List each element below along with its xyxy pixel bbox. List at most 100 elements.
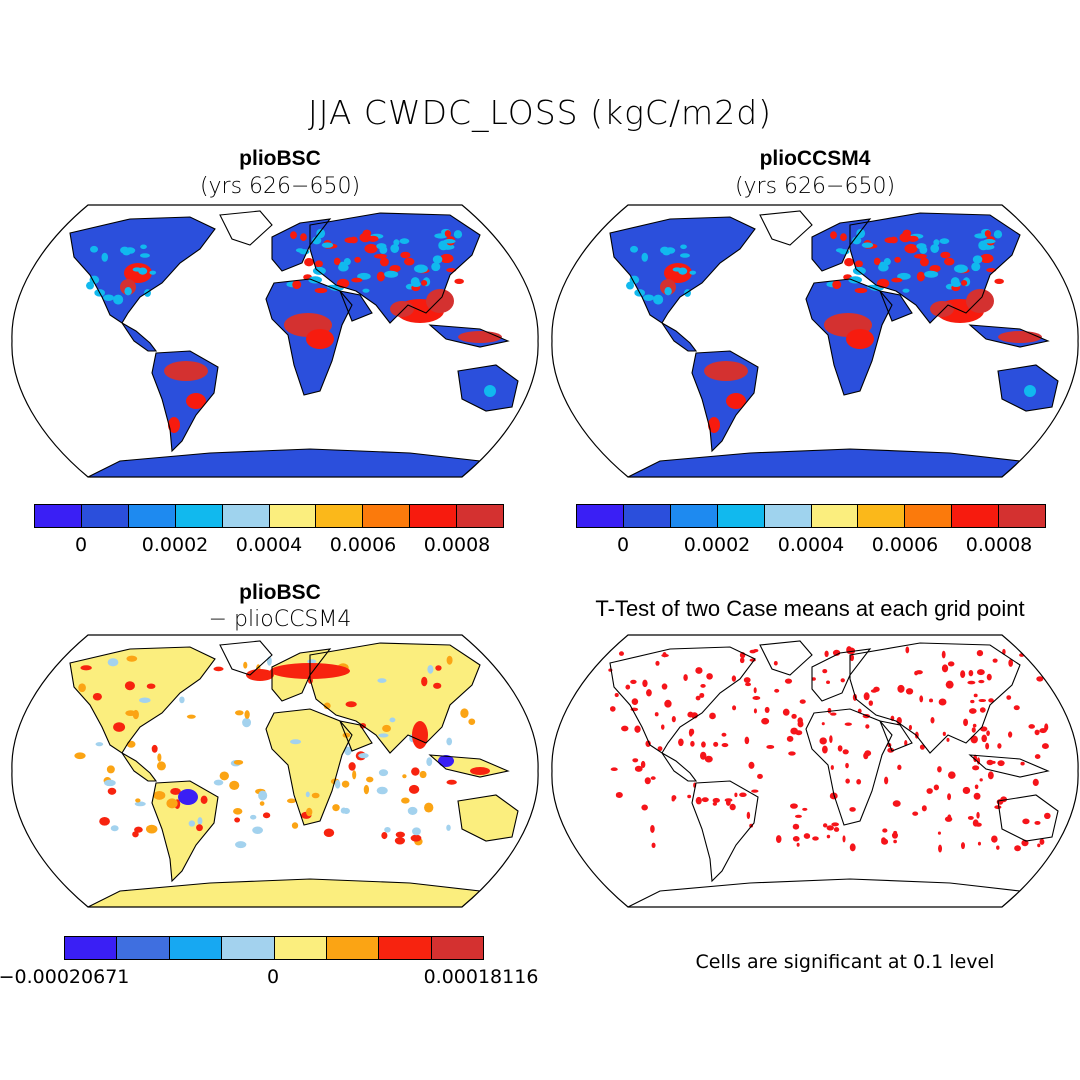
anomaly-cell xyxy=(306,807,313,817)
hotspot xyxy=(393,239,400,246)
hotspot xyxy=(306,329,334,349)
anomaly-cell xyxy=(107,787,117,795)
hotspot xyxy=(343,257,351,266)
colorbar-tick: 0.0006 xyxy=(329,534,397,556)
significant-cell xyxy=(824,650,829,658)
colorbar-tick: 0.0004 xyxy=(235,534,303,556)
significant-cell xyxy=(944,816,953,822)
hotspot xyxy=(376,243,387,250)
anomaly-cell xyxy=(196,824,203,832)
anomaly-cell xyxy=(124,681,135,691)
significant-cell xyxy=(819,737,827,745)
hotspot xyxy=(662,251,671,256)
significant-cell xyxy=(996,845,1000,850)
anomaly-cell xyxy=(460,708,469,719)
significant-cell xyxy=(827,707,832,714)
significant-cell xyxy=(973,792,981,800)
significant-cell xyxy=(739,657,745,664)
hotspot xyxy=(983,239,996,244)
anomaly-cell xyxy=(424,802,434,813)
coastline-indonesia xyxy=(968,754,1050,778)
hotspot xyxy=(364,243,378,254)
hotspot xyxy=(362,288,370,293)
significant-cell xyxy=(654,712,659,717)
colorbar-tick: 0 xyxy=(74,534,88,556)
anomaly-cell xyxy=(291,822,299,829)
hotspot xyxy=(689,270,697,275)
hotspot xyxy=(132,267,142,272)
hotspot xyxy=(1024,385,1036,397)
anomaly-cell xyxy=(186,714,196,719)
significant-cell xyxy=(790,803,798,809)
panel-title-diff: plioBSC xyxy=(239,581,321,604)
hotspot xyxy=(103,294,115,302)
significant-cell xyxy=(837,745,843,752)
landmass-australia xyxy=(458,795,518,841)
anomaly-cell xyxy=(156,761,166,771)
landmass-asia xyxy=(850,643,1020,753)
hotspot xyxy=(367,235,379,242)
coastline-arabia xyxy=(339,290,373,322)
significant-cell xyxy=(985,742,990,750)
hotspot xyxy=(357,272,371,280)
significant-cell xyxy=(974,784,979,790)
coastline-northAmerica xyxy=(609,216,756,324)
anomaly-cell xyxy=(438,755,454,767)
significant-cell xyxy=(937,831,941,835)
significant-cell xyxy=(997,743,1002,749)
significant-cell xyxy=(973,693,978,698)
hotspot xyxy=(840,233,847,241)
anomaly-cell xyxy=(126,655,138,662)
significant-cell xyxy=(630,679,637,684)
significant-cell xyxy=(864,750,872,757)
anomaly-cell xyxy=(113,722,126,732)
anomaly-cell xyxy=(139,697,151,703)
anomaly-cell xyxy=(363,784,370,795)
anomaly-cell xyxy=(376,786,388,795)
anomaly-cell xyxy=(446,824,451,831)
hotspot xyxy=(432,255,443,264)
hotspot xyxy=(897,272,911,280)
colorbar-tick: 0 xyxy=(266,966,280,988)
significant-cell xyxy=(822,823,828,828)
map-ttest xyxy=(551,634,1079,908)
anomaly-cell xyxy=(188,820,196,827)
hotspot xyxy=(316,228,326,239)
coastline-indonesia xyxy=(428,324,510,348)
anomaly-cell xyxy=(401,797,410,804)
significant-cell xyxy=(687,794,692,799)
coastline-europe xyxy=(811,648,872,702)
significant-cell xyxy=(782,708,790,716)
significant-cell xyxy=(845,778,850,784)
hotspot xyxy=(961,280,968,286)
significant-cell xyxy=(761,717,770,725)
significant-cell xyxy=(634,765,643,772)
significant-cell xyxy=(997,760,1005,767)
significant-cell xyxy=(655,660,660,666)
hotspot xyxy=(326,284,339,289)
anomaly-cell xyxy=(233,759,244,765)
coastline-asia xyxy=(309,642,481,754)
colorbar-tick: 0.0008 xyxy=(965,534,1033,556)
significant-cell xyxy=(831,822,839,827)
landmass-antarctica xyxy=(628,449,1020,477)
hotspot xyxy=(861,242,874,248)
colorbar-swatch xyxy=(764,505,812,527)
significant-cell xyxy=(811,677,816,681)
hotspot xyxy=(314,287,328,294)
colorbar-swatch xyxy=(717,505,765,527)
anomaly-cell xyxy=(243,661,248,669)
hotspot xyxy=(726,393,746,409)
significant-cell xyxy=(991,760,996,764)
landmass-arabia xyxy=(340,291,372,321)
significant-cell xyxy=(794,814,802,818)
anomaly-cell xyxy=(235,841,247,849)
colorbar-tick: 0.0008 xyxy=(423,534,491,556)
significant-cell xyxy=(713,741,719,747)
significant-cell xyxy=(976,669,985,676)
coastline-australia xyxy=(997,794,1059,842)
significant-cell xyxy=(979,707,986,713)
significant-cell xyxy=(753,708,757,714)
significant-cell xyxy=(963,718,969,727)
coastline-asia xyxy=(849,212,1021,324)
